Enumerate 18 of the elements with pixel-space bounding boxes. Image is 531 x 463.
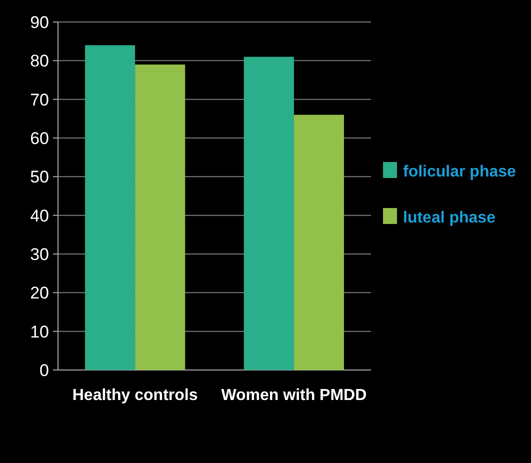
x-tick-label: Women with PMDD [221,387,367,404]
y-tick-label: 70 [30,90,49,110]
bar [244,56,294,370]
legend-label: folicular phase [403,164,516,181]
y-tick-label: 10 [30,322,49,342]
y-tick-label: 80 [30,52,49,71]
y-tick-label: 0 [40,360,49,380]
legend-label: luteal phase [403,210,496,227]
y-tick-label: 90 [30,12,49,32]
y-tick-label: 20 [30,284,49,303]
bar [135,64,186,370]
bar [85,45,136,370]
y-tick-label: 60 [30,128,49,148]
bar [294,114,344,370]
x-tick-label: Healthy controls [72,387,198,404]
y-tick-label: 30 [30,244,49,264]
y-tick-label: 50 [30,168,49,187]
y-tick-label: 40 [30,206,49,226]
